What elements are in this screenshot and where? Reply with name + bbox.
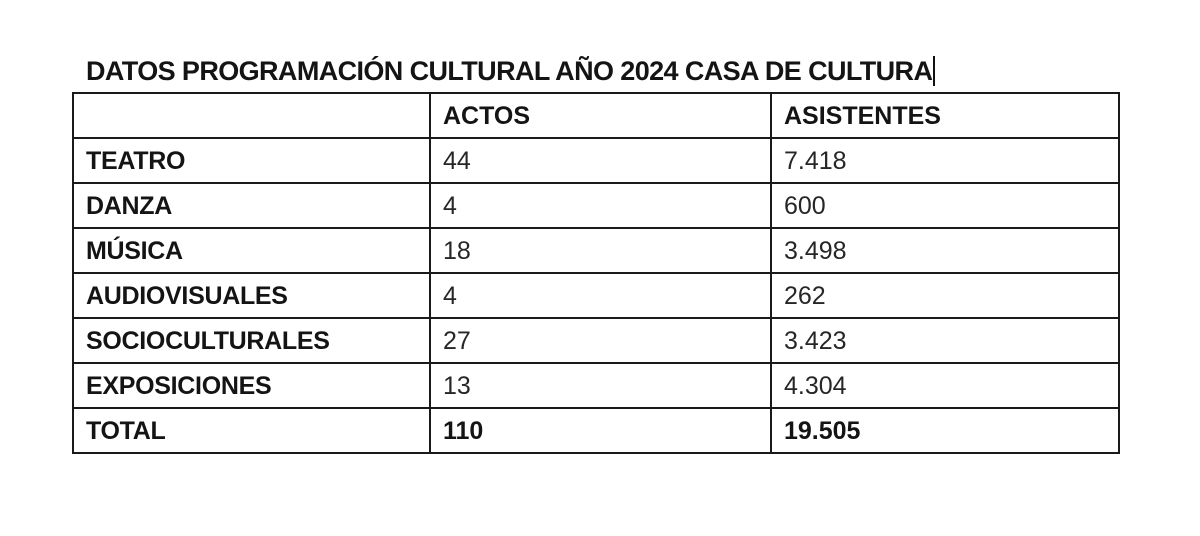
title-text: DATOS PROGRAMACIÓN CULTURAL AÑO 2024 CAS… (86, 56, 933, 86)
row-asistentes: 600 (770, 182, 1120, 229)
header-asistentes: ASISTENTES (770, 92, 1120, 139)
row-category: MÚSICA (72, 227, 431, 274)
row-actos: 44 (429, 137, 772, 184)
row-actos: 13 (429, 362, 772, 409)
row-asistentes: 3.498 (770, 227, 1120, 274)
row-actos: 4 (429, 272, 772, 319)
table-row: TEATRO 44 7.418 (72, 137, 1120, 184)
total-asistentes: 19.505 (770, 407, 1120, 454)
row-actos: 18 (429, 227, 772, 274)
row-category: SOCIOCULTURALES (72, 317, 431, 364)
row-category: AUDIOVISUALES (72, 272, 431, 319)
table-row: AUDIOVISUALES 4 262 (72, 272, 1120, 319)
table-row: EXPOSICIONES 13 4.304 (72, 362, 1120, 409)
total-label: TOTAL (72, 407, 431, 454)
row-category: TEATRO (72, 137, 431, 184)
row-asistentes: 262 (770, 272, 1120, 319)
document-title: DATOS PROGRAMACIÓN CULTURAL AÑO 2024 CAS… (86, 54, 935, 88)
row-asistentes: 3.423 (770, 317, 1120, 364)
total-row: TOTAL 110 19.505 (72, 407, 1120, 454)
table-row: SOCIOCULTURALES 27 3.423 (72, 317, 1120, 364)
table-row: MÚSICA 18 3.498 (72, 227, 1120, 274)
row-asistentes: 7.418 (770, 137, 1120, 184)
total-actos: 110 (429, 407, 772, 454)
cultural-program-table: ACTOS ASISTENTES TEATRO 44 7.418 DANZA 4… (72, 92, 1120, 454)
row-category: DANZA (72, 182, 431, 229)
header-actos: ACTOS (429, 92, 772, 139)
header-row: ACTOS ASISTENTES (72, 92, 1120, 139)
table-row: DANZA 4 600 (72, 182, 1120, 229)
row-category: EXPOSICIONES (72, 362, 431, 409)
row-asistentes: 4.304 (770, 362, 1120, 409)
text-cursor (933, 56, 935, 86)
row-actos: 4 (429, 182, 772, 229)
header-empty-cell (72, 92, 431, 139)
row-actos: 27 (429, 317, 772, 364)
